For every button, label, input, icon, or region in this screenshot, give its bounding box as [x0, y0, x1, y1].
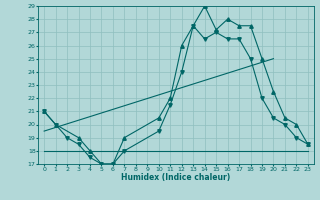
X-axis label: Humidex (Indice chaleur): Humidex (Indice chaleur)	[121, 173, 231, 182]
